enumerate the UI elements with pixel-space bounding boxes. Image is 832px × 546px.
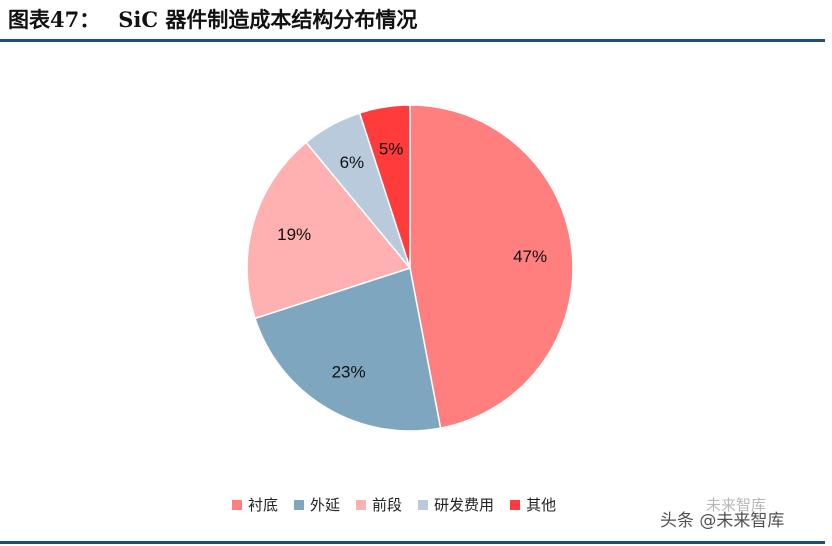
slice-label-3: 19% [277, 225, 311, 244]
legend-swatch [356, 499, 367, 510]
pie-slice-1 [409, 104, 574, 429]
legend-swatch [232, 499, 242, 510]
pie-slice-5 [358, 104, 411, 269]
chart-legend: 衬底 外延 前段 研发费用 其他 [232, 494, 572, 515]
legend-swatch [294, 499, 305, 510]
legend-item-2: 外延 [294, 494, 340, 515]
slice-label-2: 23% [332, 362, 366, 381]
watermark-faint: 未来智库 [706, 496, 767, 514]
watermark: 头条 @未来智库 [660, 511, 785, 531]
legend-label: 研发费用 [434, 496, 495, 514]
footer-rule [0, 541, 825, 544]
legend-label: 其他 [526, 496, 557, 514]
legend-swatch [510, 499, 521, 510]
legend-label: 外延 [310, 496, 341, 514]
figure-title: 图表47： SiC 器件制造成本结构分布情况 [8, 4, 417, 36]
slice-label-4: 6% [340, 153, 365, 172]
legend-label: 前段 [372, 496, 403, 514]
legend-item-3: 前段 [356, 494, 402, 515]
title-rule [0, 39, 825, 42]
pie-slice-3 [246, 141, 412, 320]
slice-label-5: 5% [379, 139, 404, 158]
legend-label: 衬底 [248, 496, 279, 514]
legend-swatch [418, 499, 429, 510]
legend-item-1: 衬底 [232, 494, 278, 515]
legend-item-5: 其他 [510, 494, 556, 515]
slice-label-1: 47% [513, 247, 547, 266]
legend-item-4: 研发费用 [418, 494, 494, 515]
chart-title: SiC 器件制造成本结构分布情况 [118, 7, 418, 32]
figure-label: 图表47： [8, 7, 101, 32]
pie-slice-2 [254, 267, 442, 432]
